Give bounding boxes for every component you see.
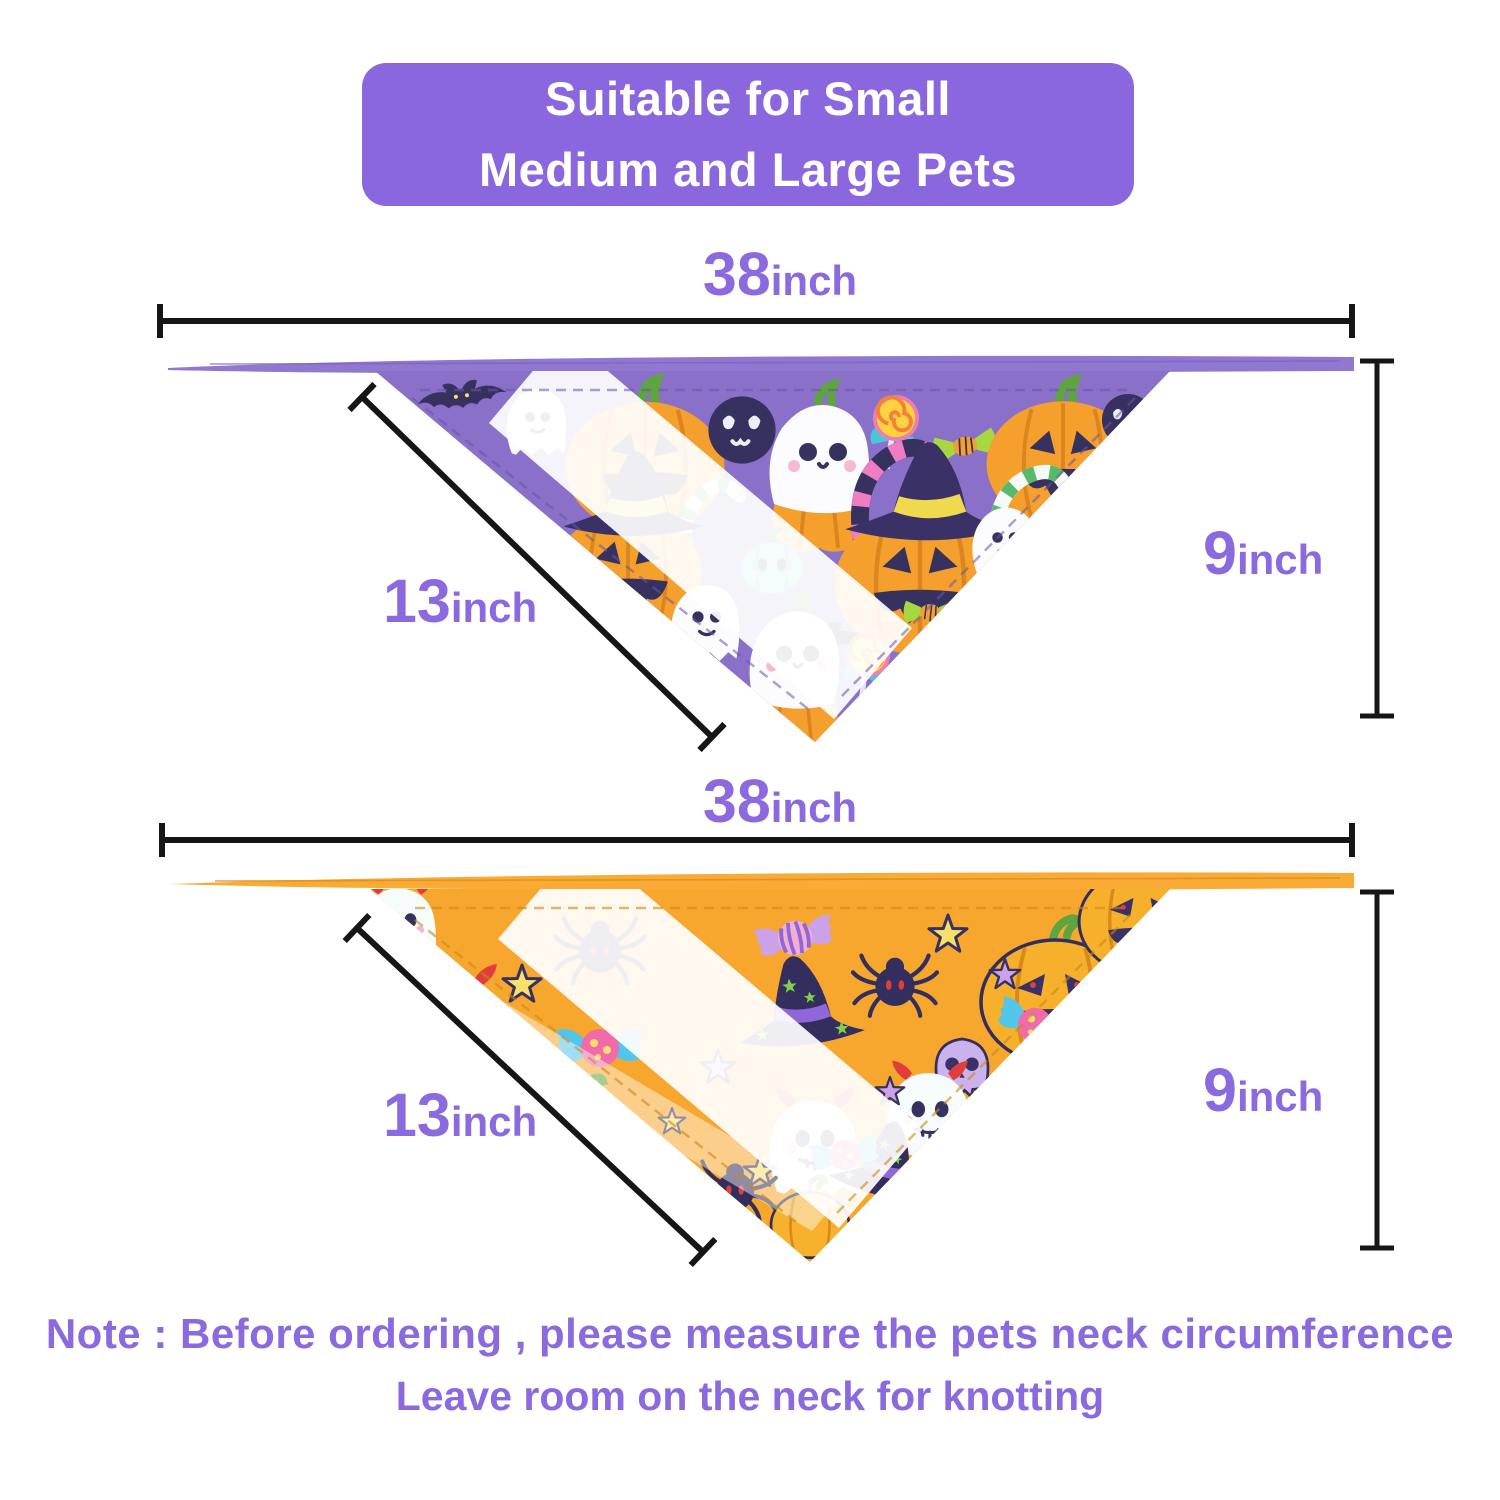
height-value: 9 (1203, 519, 1237, 587)
width-label-orange: 38inch (430, 766, 1130, 836)
purple-bandana-strap (168, 355, 1354, 374)
height-unit: inch (1236, 1073, 1324, 1120)
height-label-purple: 9inch (1203, 518, 1323, 588)
ordering-note: Note : Before ordering , please measure … (0, 1310, 1500, 1420)
width-measure-line-bottom (159, 823, 1355, 857)
height-measure-line-top (1360, 358, 1394, 719)
width-measure-line-top (157, 304, 1355, 338)
edge-measure-line-top (347, 381, 727, 753)
edge-label-purple: 13inch (383, 566, 537, 636)
edge-label-orange: 13inch (383, 1080, 537, 1150)
angry-jack-o-lantern-icon (1079, 851, 1205, 975)
edge-value: 13 (383, 1081, 451, 1149)
height-value: 9 (1203, 1056, 1237, 1124)
height-measure-line-bottom (1360, 889, 1394, 1251)
width-value: 38 (702, 767, 771, 835)
width-value: 38 (702, 240, 771, 308)
banner-line2: Medium and Large Pets (478, 142, 1018, 196)
height-label-orange: 9inch (1203, 1055, 1323, 1125)
note-line1: Note : Before ordering , please measure … (45, 1310, 1455, 1357)
measurement-lines (157, 304, 1394, 1268)
skull-balloon-icon (708, 396, 775, 463)
width-unit: inch (770, 257, 858, 304)
height-unit: inch (1236, 536, 1324, 583)
note-line2: Leave room on the neck for knotting (395, 1373, 1105, 1419)
skull-balloon-icon (1100, 392, 1156, 448)
size-banner: Suitable for Small Medium and Large Pets (362, 63, 1134, 206)
edge-value: 13 (383, 567, 451, 635)
edge-unit: inch (450, 584, 538, 631)
edge-unit: inch (450, 1098, 538, 1145)
banner-line1: Suitable for Small (545, 72, 951, 125)
width-label-purple: 38inch (430, 239, 1130, 309)
orange-bandana-strap (170, 872, 1354, 891)
width-unit: inch (770, 784, 858, 831)
orange-bandana (170, 851, 1354, 1262)
purple-bandana (168, 355, 1354, 742)
edge-measure-line-bottom (342, 912, 718, 1268)
skull-balloon-icon (691, 668, 745, 722)
